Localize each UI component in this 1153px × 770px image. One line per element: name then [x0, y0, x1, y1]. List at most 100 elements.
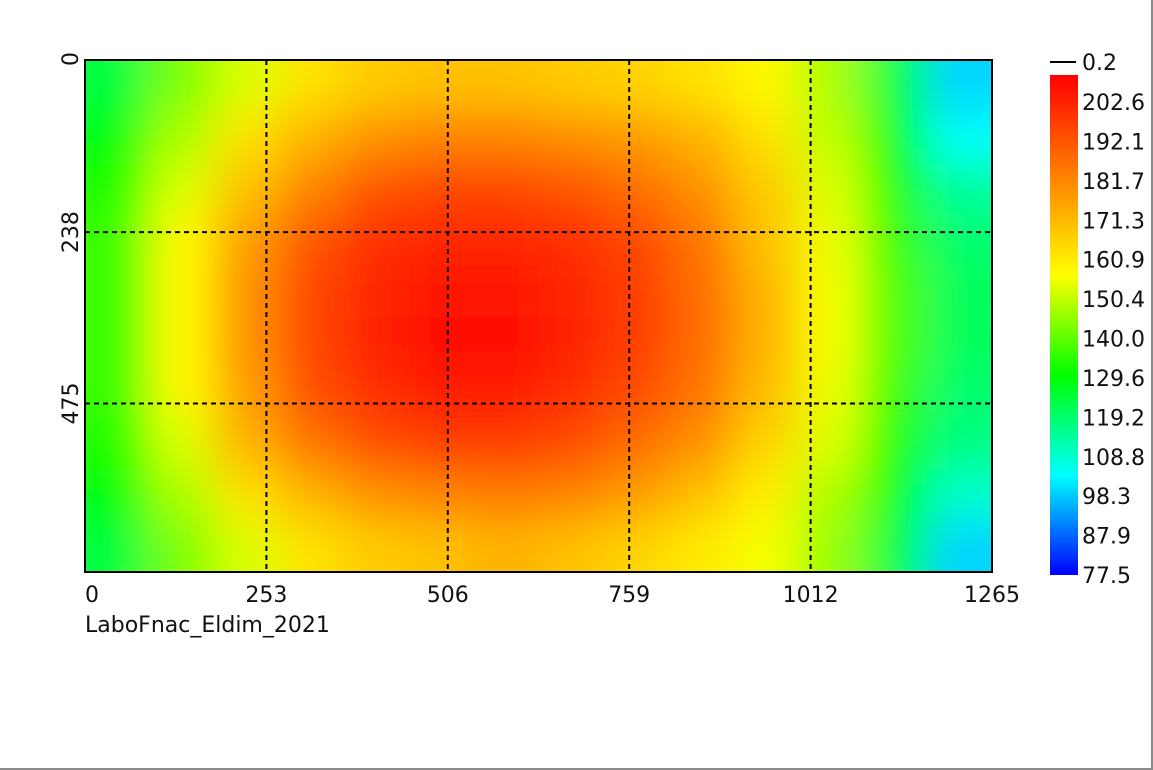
- heatmap-cell: [149, 316, 216, 369]
- heatmap-cell: [279, 316, 346, 369]
- heatmap-cell: [344, 162, 410, 215]
- x-tick-label: 0: [85, 583, 99, 608]
- heatmap-cell: [732, 469, 799, 522]
- x-tick-label: 506: [427, 583, 469, 608]
- heatmap-cell: [214, 418, 281, 471]
- heatmap-cell: [862, 60, 929, 113]
- heatmap-cell: [149, 60, 216, 113]
- heatmap-cell: [85, 264, 151, 317]
- heatmap-cell: [473, 316, 540, 369]
- heatmap-cell: [797, 60, 864, 113]
- heatmap-cell: [408, 418, 475, 471]
- heatmap-cell: [538, 162, 605, 215]
- heatmap-cell: [214, 60, 281, 113]
- heatmap-cell: [862, 469, 929, 522]
- heatmap-cell: [538, 60, 605, 113]
- heatmap-cell: [149, 469, 216, 522]
- heatmap-cell: [668, 264, 734, 317]
- heatmap-cell: [603, 111, 670, 164]
- heatmap-cell: [603, 418, 670, 471]
- heatmap-cell: [408, 60, 475, 113]
- heatmap-cell: [473, 264, 540, 317]
- heatmap-cell: [344, 213, 410, 266]
- x-tick-label: 1265: [964, 583, 1020, 608]
- heatmap-cell: [538, 316, 605, 369]
- heatmap-cell: [603, 60, 670, 113]
- heatmap-cell: [538, 367, 605, 420]
- heatmap-cell: [344, 520, 410, 572]
- heatmap-cell: [927, 264, 992, 317]
- heatmap-cell: [408, 111, 475, 164]
- heatmap-cell: [538, 264, 605, 317]
- heatmap-cell: [797, 316, 864, 369]
- heatmap-cell: [279, 520, 346, 572]
- heatmap-cell: [797, 469, 864, 522]
- heatmap-cell: [279, 162, 346, 215]
- heatmap-cell: [408, 316, 475, 369]
- heatmap-cell: [668, 469, 734, 522]
- heatmap-cell: [473, 60, 540, 113]
- heatmap-cell: [408, 213, 475, 266]
- heatmap-cell: [344, 60, 410, 113]
- heatmap-cell: [408, 520, 475, 572]
- heatmap-cell: [279, 367, 346, 420]
- heatmap-cell: [927, 316, 992, 369]
- y-tick-label: 0: [59, 52, 84, 66]
- heatmap-cell: [603, 520, 670, 572]
- heatmap-cell: [408, 264, 475, 317]
- heatmap-cell: [862, 316, 929, 369]
- heatmap-cells: [85, 60, 992, 572]
- heatmap-cell: [603, 469, 670, 522]
- x-tick-label: 1012: [783, 583, 839, 608]
- heatmap-cell: [214, 520, 281, 572]
- heatmap-cell: [927, 418, 992, 471]
- colorbar-label: 129.6: [1082, 367, 1145, 392]
- colorbar-label: 202.6: [1082, 91, 1145, 116]
- heatmap-cell: [668, 520, 734, 572]
- heatmap-cell: [149, 367, 216, 420]
- colorbar-label: 77.5: [1082, 564, 1131, 589]
- colorbar-label: 171.3: [1082, 209, 1145, 234]
- plot-border: [84, 59, 993, 573]
- heatmap-cell: [797, 418, 864, 471]
- x-tick-label: 253: [245, 583, 287, 608]
- heatmap-cell: [603, 213, 670, 266]
- heatmap-cell: [214, 367, 281, 420]
- heatmap-cell: [149, 264, 216, 317]
- heatmap-cell: [668, 213, 734, 266]
- heatmap-cell: [344, 111, 410, 164]
- heatmap-cell: [149, 111, 216, 164]
- heatmap-cell: [344, 316, 410, 369]
- heatmap-cell: [862, 162, 929, 215]
- heatmap-cell: [214, 316, 281, 369]
- heatmap-cell: [668, 367, 734, 420]
- heatmap-cell: [344, 469, 410, 522]
- heatmap-cell: [862, 111, 929, 164]
- heatmap-cell: [85, 213, 151, 266]
- colorbar-label: 140.0: [1082, 328, 1145, 353]
- grid-lines: [85, 60, 992, 572]
- colorbar-top-label: 0.2: [1082, 51, 1117, 76]
- heatmap-cell: [797, 367, 864, 420]
- heatmap-cell: [473, 418, 540, 471]
- heatmap-cell: [862, 213, 929, 266]
- y-tick-label: 475: [59, 383, 84, 425]
- colorbar-label: 98.3: [1082, 485, 1131, 510]
- heatmap-cell: [732, 111, 799, 164]
- heatmap-cell: [408, 469, 475, 522]
- heatmap-cell: [214, 111, 281, 164]
- heatmap-cell: [214, 213, 281, 266]
- heatmap-cell: [538, 469, 605, 522]
- heatmap-cell: [927, 60, 992, 113]
- heatmap-cell: [473, 469, 540, 522]
- heatmap-cell: [85, 316, 151, 369]
- heatmap-cell: [927, 111, 992, 164]
- heatmap-cell: [797, 111, 864, 164]
- heatmap-cell: [797, 213, 864, 266]
- heatmap-cell: [538, 418, 605, 471]
- x-tick-label: 759: [608, 583, 650, 608]
- heatmap-cell: [862, 418, 929, 471]
- heatmap-cell: [149, 418, 216, 471]
- heatmap-cell: [473, 111, 540, 164]
- heatmap-cell: [344, 264, 410, 317]
